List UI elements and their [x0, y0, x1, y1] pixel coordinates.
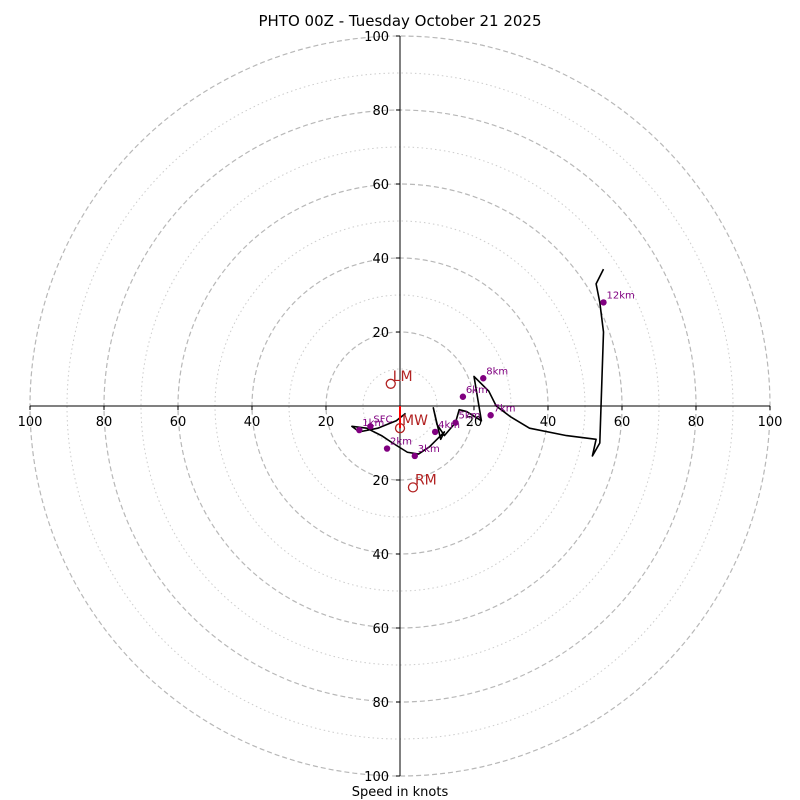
y-tick-label: 60 — [372, 622, 389, 637]
height-marker-label: 2km — [390, 437, 412, 448]
y-tick-label: 60 — [372, 178, 389, 193]
y-tick-label: 80 — [372, 696, 389, 711]
x-tick-label: 100 — [18, 415, 43, 430]
x-tick-label: 40 — [540, 415, 557, 430]
x-tick-label: 100 — [758, 415, 783, 430]
height-marker — [356, 426, 363, 434]
x-tick-label: 60 — [614, 415, 631, 430]
storm-motion-label: LM — [393, 369, 413, 385]
height-marker-label: SFC — [373, 414, 392, 425]
height-marker-label: 5km — [459, 411, 481, 422]
storm-motion-label: MW — [402, 413, 428, 429]
y-tick-label: 40 — [372, 548, 389, 563]
storm-motion-label: RM — [415, 472, 437, 488]
tick-labels: 100 80 60 40 20 20 40 60 80 100100806040202040608… — [18, 30, 783, 785]
storm-motion-marker — [385, 378, 396, 389]
height-marker — [452, 419, 459, 426]
hodograph-line — [351, 268, 605, 457]
storm-motion-markers: LM MW RM — [385, 369, 437, 493]
height-marker — [600, 299, 607, 306]
height-marker — [367, 423, 374, 430]
y-tick-label: 80 — [372, 104, 389, 119]
height-marker — [480, 375, 487, 382]
x-tick-label: 80 — [96, 415, 113, 430]
storm-motion-marker — [394, 423, 406, 434]
x-tick-label: 40 — [244, 415, 261, 430]
x-tick-label: 20 — [318, 415, 335, 430]
height-marker — [383, 445, 391, 452]
y-tick-label: 20 — [372, 474, 389, 489]
x-axis-label: Speed in knots — [352, 785, 449, 800]
height-marker — [411, 452, 418, 460]
height-marker — [459, 393, 467, 400]
y-tick-label: 100 — [364, 770, 389, 785]
height-marker-label: 8km — [486, 366, 508, 377]
y-tick-label: 20 — [372, 326, 389, 341]
y-tick-label: 40 — [372, 252, 389, 267]
x-tick-label: 80 — [688, 415, 705, 430]
chart-title: PHTO 00Z - Tuesday October 21 2025 — [259, 12, 542, 30]
height-marker — [487, 412, 494, 419]
y-tick-label: 100 — [364, 30, 389, 45]
height-marker — [431, 428, 439, 436]
x-tick-label: 60 — [170, 415, 187, 430]
height-marker-label: 6km — [466, 385, 488, 396]
height-marker-label: 12km — [607, 290, 635, 301]
height-marker-label: 1km — [362, 418, 384, 429]
height-marker-label: 4km — [438, 420, 460, 431]
height-marker-label: 3km — [418, 444, 440, 455]
hodograph-trace — [351, 268, 605, 457]
height-marker-label: 7km — [494, 403, 516, 414]
storm-motion-marker — [407, 482, 419, 493]
